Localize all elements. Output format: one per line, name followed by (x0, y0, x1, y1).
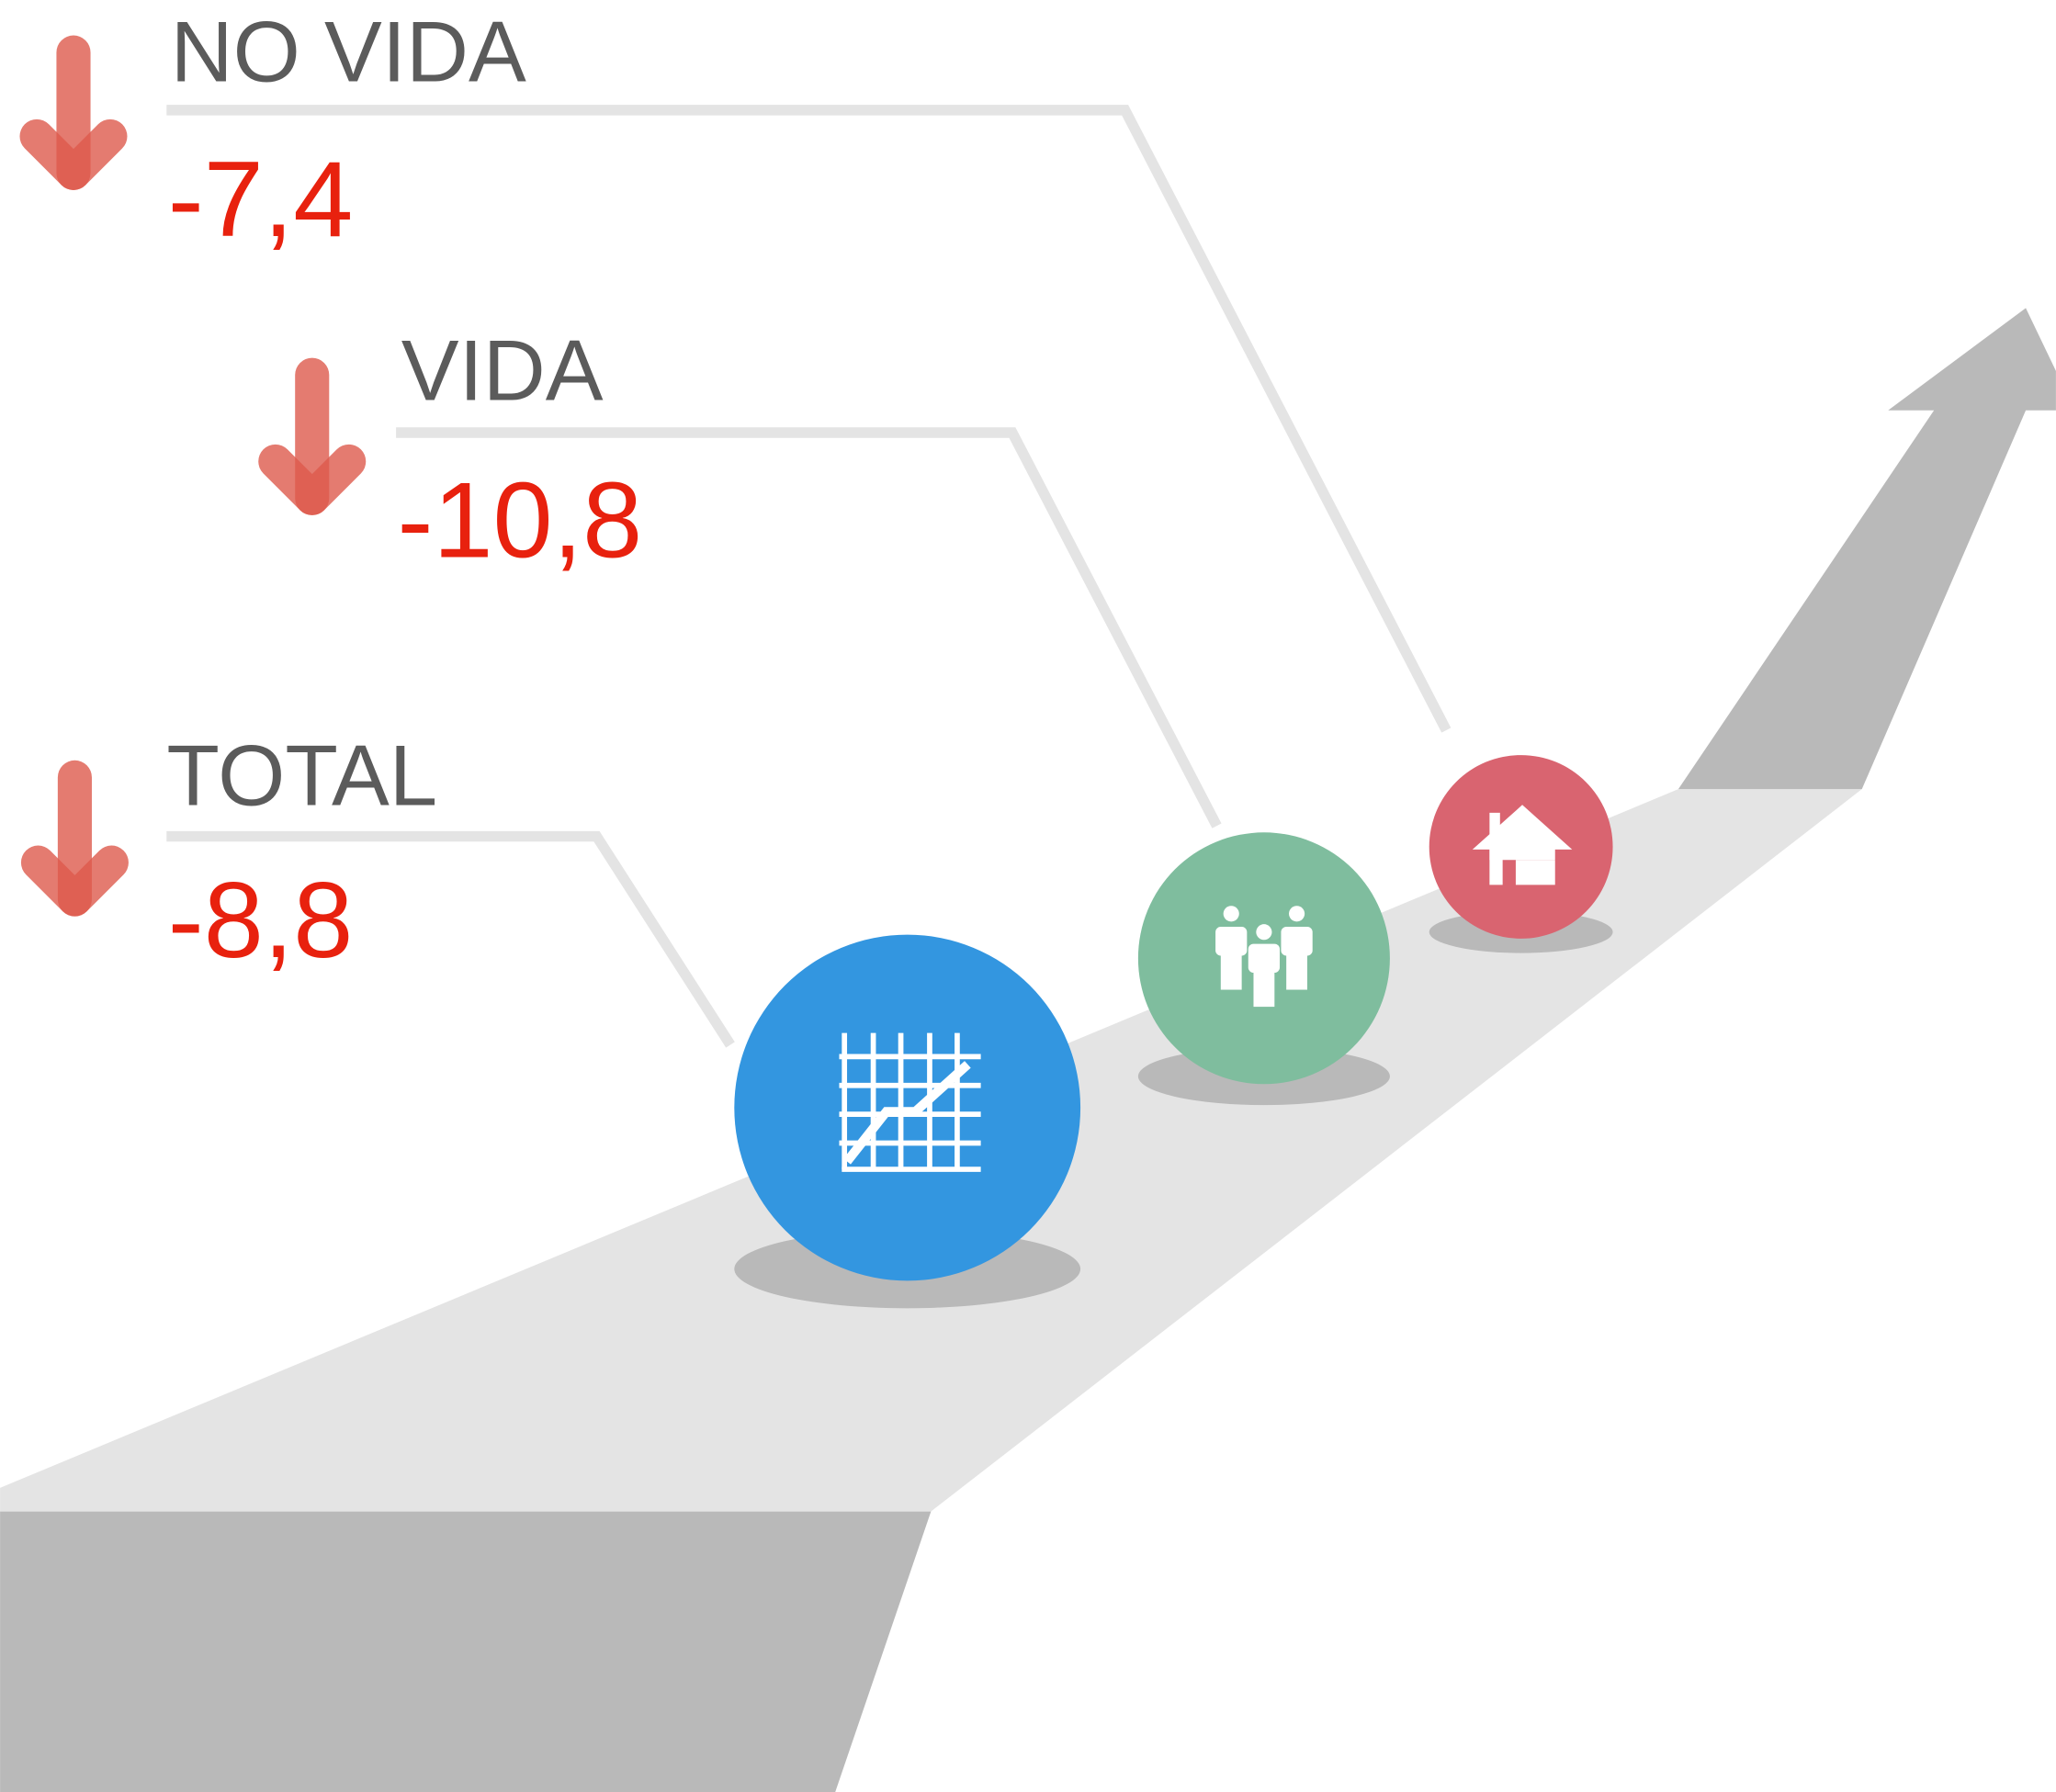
value: -8,8 (168, 860, 354, 980)
label: TOTAL (166, 727, 437, 823)
up-arrow (1678, 308, 2056, 789)
label: NO VIDA (171, 3, 526, 99)
down-arrow (276, 375, 349, 498)
infographic: NO VIDA -7,4 VIDA -10,8 TOTAL -8,8 (0, 0, 2056, 1792)
leader-line (166, 110, 1446, 730)
page: html, body { margin: 0; padding: 0; widt… (0, 0, 2056, 1792)
down-arrow (37, 52, 110, 173)
road-side (0, 1512, 931, 1792)
value: -10,8 (398, 460, 643, 580)
down-arrow (38, 777, 111, 899)
body: {"items": [ {"label": "NO VIDA", "value"… (0, 0, 2056, 1792)
label: VIDA (401, 321, 604, 418)
value: -7,4 (168, 139, 354, 259)
